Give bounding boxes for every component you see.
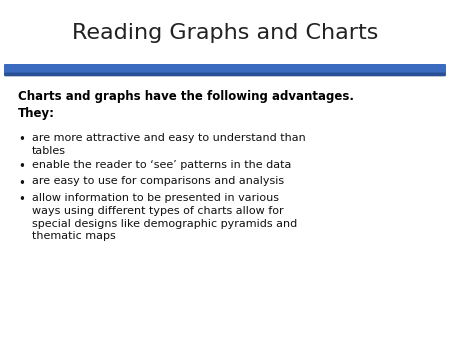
Text: •: • xyxy=(18,176,26,190)
FancyBboxPatch shape xyxy=(4,72,446,76)
Text: •: • xyxy=(18,133,26,146)
Text: Reading Graphs and Charts: Reading Graphs and Charts xyxy=(72,23,378,43)
Text: are more attractive and easy to understand than
tables: are more attractive and easy to understa… xyxy=(32,133,306,156)
Text: •: • xyxy=(18,193,26,206)
Text: allow information to be presented in various
ways using different types of chart: allow information to be presented in var… xyxy=(32,193,297,241)
Text: Charts and graphs have the following advantages.
They:: Charts and graphs have the following adv… xyxy=(18,90,354,121)
Text: •: • xyxy=(18,160,26,173)
Text: enable the reader to ‘see’ patterns in the data: enable the reader to ‘see’ patterns in t… xyxy=(32,160,292,170)
FancyBboxPatch shape xyxy=(4,64,446,76)
Text: are easy to use for comparisons and analysis: are easy to use for comparisons and anal… xyxy=(32,176,284,187)
